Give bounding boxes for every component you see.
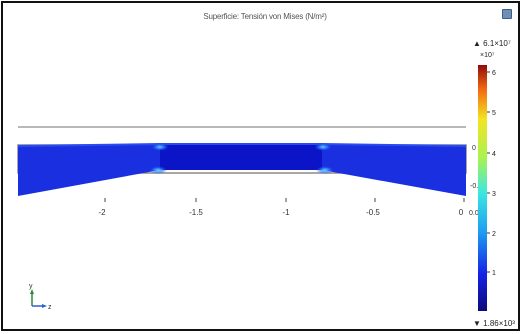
axes-triad-z-label: z: [48, 304, 52, 311]
color-bar: [478, 65, 487, 311]
stress-highlight-right-top: [314, 143, 332, 151]
x-tick-label: -2: [98, 208, 106, 217]
stress-highlight-left-bottom: [149, 166, 167, 174]
beam-upper-edge: [17, 143, 467, 147]
edge-tick-label: -0.5: [470, 183, 482, 190]
legend-max-label: ▲ 6.1×10⁷: [473, 39, 511, 48]
beam-center-region: [160, 144, 322, 170]
edge-tick-label: 0.02: [469, 210, 483, 217]
color-bar-tick-label: 5: [492, 110, 496, 117]
stress-highlight-left-top: [151, 143, 169, 151]
axes-triad-icon: [30, 289, 47, 308]
color-bar-tick-label: 2: [492, 231, 496, 238]
x-tick-label: 0: [459, 208, 464, 217]
color-bar-tick-label: 6: [492, 70, 496, 77]
legend-min-label: ▼ 1.86×10³: [473, 319, 515, 328]
edge-tick-label: 0: [472, 145, 476, 152]
plot-title: Superficie: Tensión von Mises (N/m²): [203, 12, 327, 21]
x-tick-label: -0.5: [366, 208, 380, 217]
stress-highlight-right-bottom: [316, 166, 334, 174]
color-bar-tick-label: 1: [492, 270, 496, 277]
window-control-icon[interactable]: [502, 9, 512, 19]
color-bar-tick-label: 4: [492, 151, 496, 158]
x-tick-label: -1: [282, 208, 290, 217]
x-tick-label: -1.5: [189, 208, 203, 217]
legend-multiplier: ×10⁷: [480, 52, 495, 59]
color-bar-tick-label: 3: [492, 191, 496, 198]
axes-triad-y-label: y: [29, 283, 33, 290]
